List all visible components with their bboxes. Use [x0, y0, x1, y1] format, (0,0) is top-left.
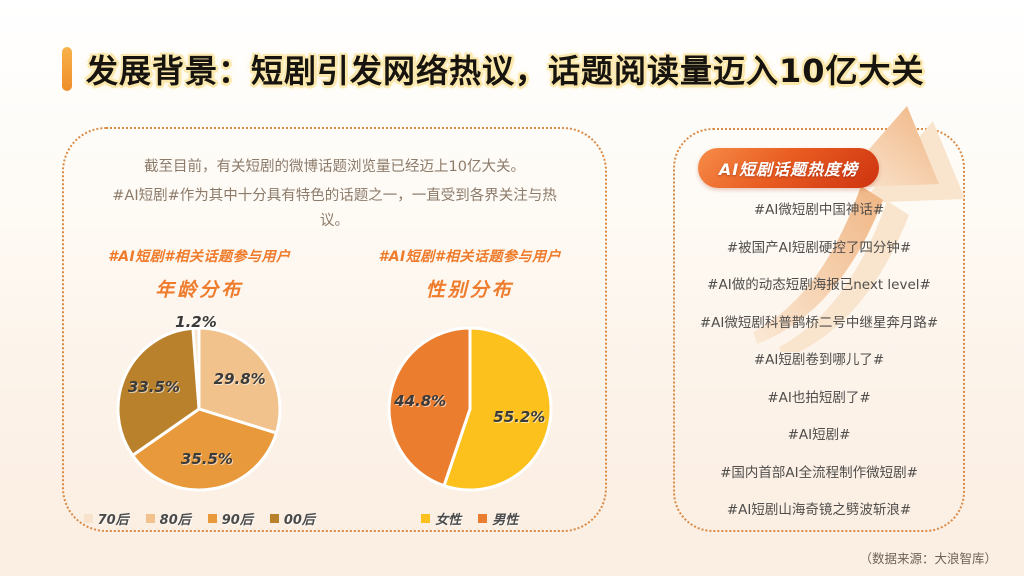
hot-list-badge: AI短剧话题热度榜	[698, 148, 879, 188]
slice-label-男性: 44.8%	[394, 391, 447, 410]
pie-slice-男性	[387, 326, 472, 488]
gender-pie-chart: 55.2% 44.8%	[385, 324, 555, 494]
hot-topic-item: #AI微短剧中国神话#	[753, 202, 885, 218]
legend-label: 女性	[435, 513, 462, 528]
stats-panel: 截至目前，有关短剧的微博话题浏览量已经迈上10亿大关。 #AI短剧#作为其中十分…	[62, 127, 607, 532]
legend-item-女性: 女性	[421, 509, 461, 528]
slice-label-80后: 29.8%	[213, 370, 266, 389]
hot-topic-item: #AI短剧#	[787, 427, 851, 443]
legend-item-00后: 00后	[269, 509, 315, 528]
legend-item-90后: 90后	[207, 509, 253, 528]
legend-item-男性: 男性	[478, 509, 518, 528]
title-accent-bar	[62, 47, 72, 91]
chart-subtitle: 性别分布	[425, 279, 514, 301]
gender-distribution-chart: #AI短剧#相关话题参与用户 性别分布 55.2% 44.8% 女性 男性	[335, 246, 606, 528]
legend-label: 男性	[492, 513, 519, 528]
legend-label: 90后	[221, 513, 253, 528]
chart-title: #AI短剧#相关话题参与用户	[378, 249, 562, 265]
legend-item-70后: 70后	[83, 509, 129, 528]
hot-topic-item: #AI做的动态短剧海报已next level#	[707, 277, 931, 293]
hot-list-badge-label: AI短剧话题热度榜	[718, 160, 859, 179]
legend-marker-icon	[145, 514, 155, 523]
data-source-note: （数据来源：大浪智库）	[859, 551, 997, 566]
hot-topic-list: #AI微短剧中国神话# #被国产AI短剧硬控了四分钟# #AI做的动态短剧海报已ne…	[683, 198, 955, 518]
pie-svg	[387, 326, 553, 492]
age-pie-chart: 1.2% 29.8% 35.5% 33.5%	[114, 313, 284, 494]
age-distribution-chart: #AI短剧#相关话题参与用户 年龄分布 1.2% 29.8% 35.5% 33.5% …	[64, 246, 335, 528]
age-legend: 70后 80后 90后 00后	[83, 509, 315, 528]
legend-label: 80后	[159, 513, 191, 528]
legend-marker-icon	[421, 514, 431, 523]
hot-topic-item: #国内首部AI全流程制作微短剧#	[720, 464, 918, 481]
intro-line-1: 截至目前，有关短剧的微博话题浏览量已经迈上10亿大关。	[144, 159, 525, 175]
hot-topic-item: #AI微短剧科普鹊桥二号中继星奔月路#	[699, 314, 939, 331]
chart-title: #AI短剧#相关话题参与用户	[107, 249, 291, 265]
pie-svg	[116, 326, 282, 492]
slice-label-00后: 33.5%	[127, 378, 180, 397]
pie-slice-90后	[131, 407, 279, 492]
pie-slice-80后	[197, 326, 282, 435]
hot-topics-panel: AI短剧话题热度榜 #AI微短剧中国神话# #被国产AI短剧硬控了四分钟# #AI做…	[673, 128, 965, 532]
slice-label-90后: 35.5%	[180, 449, 233, 468]
hot-topic-item: #AI也拍短剧了#	[767, 389, 871, 406]
page-title: 发展背景：短剧引发网络热议，话题阅读量迈入10亿大关	[86, 52, 925, 90]
legend-marker-icon	[478, 514, 488, 523]
charts-row: #AI短剧#相关话题参与用户 年龄分布 1.2% 29.8% 35.5% 33.5% …	[64, 246, 605, 528]
legend-item-80后: 80后	[145, 509, 191, 528]
legend-label: 70后	[97, 513, 129, 528]
legend-marker-icon	[269, 514, 279, 523]
slice-label-70后: 1.2%	[175, 313, 217, 332]
legend-marker-icon	[83, 514, 93, 523]
chart-subtitle: 年龄分布	[155, 279, 244, 301]
slide-header: 发展背景：短剧引发网络热议，话题阅读量迈入10亿大关	[62, 46, 925, 92]
gender-legend: 女性 男性	[421, 509, 518, 528]
pie-slice-00后	[116, 326, 201, 457]
hot-topic-item: #AI短剧山海奇镜之劈波斩浪#	[726, 502, 912, 518]
intro-line-2: #AI短剧#作为其中十分具有特色的话题之一，一直受到各界关注与热议。	[112, 188, 557, 229]
slice-label-女性: 55.2%	[493, 408, 546, 427]
hot-topic-item: #被国产AI短剧硬控了四分钟#	[726, 239, 912, 256]
hot-topic-item: #AI短剧卷到哪儿了#	[753, 352, 885, 368]
legend-label: 00后	[283, 513, 315, 528]
legend-marker-icon	[207, 514, 217, 523]
